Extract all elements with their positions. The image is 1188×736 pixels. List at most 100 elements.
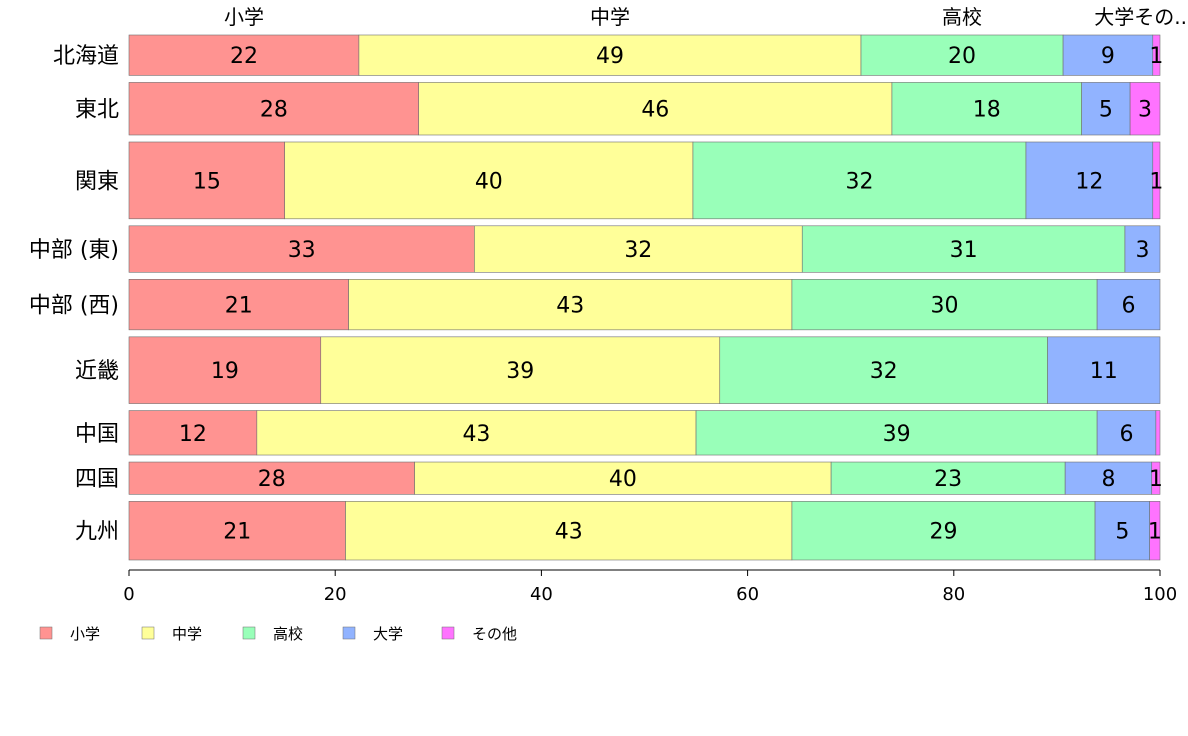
category-label: 関東: [75, 169, 119, 194]
bar-segment: [128, 141, 285, 220]
bar-segment: [860, 34, 1064, 76]
bar-segment: [1129, 82, 1161, 136]
data-label: 12: [1075, 169, 1103, 194]
bar-segment: [830, 461, 1066, 495]
bar-segment: [320, 336, 721, 404]
category-label: 四国: [75, 467, 119, 492]
data-label: 28: [260, 98, 288, 123]
bar-segment: [358, 34, 862, 76]
data-label: 22: [230, 44, 258, 69]
bar-segment: [1152, 34, 1161, 76]
data-label: 5: [1115, 520, 1129, 545]
data-label: 43: [462, 422, 490, 447]
legend-swatch: [342, 626, 356, 640]
bar-segment: [348, 279, 793, 331]
data-label: 18: [973, 98, 1001, 123]
bar-segment: [418, 82, 893, 136]
legend-label: 大学: [373, 625, 403, 643]
data-label: 6: [1119, 422, 1133, 447]
data-label: 21: [223, 520, 251, 545]
data-label: 3: [1135, 238, 1149, 263]
legend-swatch: [141, 626, 155, 640]
data-label: 12: [179, 422, 207, 447]
data-label: 43: [555, 520, 583, 545]
data-label: 11: [1090, 359, 1118, 384]
data-label: 40: [475, 169, 503, 194]
column-label: 大学その..: [1094, 5, 1187, 29]
data-label: 20: [948, 44, 976, 69]
data-label: 9: [1101, 44, 1115, 69]
data-label: 40: [609, 467, 637, 492]
data-label: 32: [870, 359, 898, 384]
bar-segment: [128, 279, 349, 331]
category-label: 東北: [75, 98, 119, 123]
bar-segment: [891, 82, 1082, 136]
data-label: 3: [1138, 98, 1152, 123]
bar-segment: [128, 410, 258, 456]
data-label: 21: [225, 294, 253, 319]
data-label: 39: [883, 422, 911, 447]
bar-segment: [474, 225, 803, 273]
data-label: 32: [624, 238, 652, 263]
legend-swatch: [242, 626, 256, 640]
bar-segment: [1124, 225, 1161, 273]
data-label: 31: [950, 238, 978, 263]
bar-segment: [128, 225, 475, 273]
bar-segment: [128, 82, 420, 136]
legend-label: 小学: [70, 625, 100, 643]
bar-segment: [1062, 34, 1154, 76]
bar-segment: [1025, 141, 1154, 220]
data-label: 49: [596, 44, 624, 69]
data-label: 1: [1149, 44, 1163, 69]
x-tick-label: 40: [530, 584, 553, 605]
column-label: 高校: [942, 5, 982, 29]
data-label: 29: [929, 520, 957, 545]
data-label: 6: [1122, 294, 1136, 319]
data-label: 39: [506, 359, 534, 384]
data-label: 19: [211, 359, 239, 384]
bar-segment: [1047, 336, 1161, 404]
bar-segment: [791, 501, 1096, 561]
legend-label: 中学: [172, 625, 202, 643]
legend-swatch: [39, 626, 53, 640]
data-label: 1: [1148, 520, 1162, 545]
legend-swatch: [441, 626, 455, 640]
data-label: 46: [641, 98, 669, 123]
data-label: 23: [934, 467, 962, 492]
category-label: 中国: [75, 422, 119, 447]
data-label: 1: [1149, 169, 1163, 194]
data-label: 5: [1099, 98, 1113, 123]
bar-segment: [719, 336, 1048, 404]
bar-segment: [345, 501, 793, 561]
bar-segment: [128, 336, 322, 404]
bar-segment: [1152, 141, 1161, 220]
data-label: 43: [556, 294, 584, 319]
category-label: 中部 (西): [29, 294, 119, 319]
x-tick-label: 60: [736, 584, 759, 605]
data-label: 32: [845, 169, 873, 194]
bar-segment: [284, 141, 694, 220]
bar-segment: [1155, 410, 1161, 456]
data-label: 33: [288, 238, 316, 263]
data-label: 15: [193, 169, 221, 194]
bar-segment: [1081, 82, 1131, 136]
x-tick-label: 20: [324, 584, 347, 605]
legend-label: 高校: [273, 625, 303, 643]
bar-segment: [414, 461, 832, 495]
data-label: 8: [1101, 467, 1115, 492]
bar-segment: [1096, 410, 1157, 456]
bar-segment: [692, 141, 1027, 220]
bar-segment: [1149, 501, 1161, 561]
bar-segment: [695, 410, 1098, 456]
category-label: 北海道: [53, 44, 119, 69]
category-label: 中部 (東): [29, 238, 119, 263]
bar-segment: [1064, 461, 1153, 495]
data-label: 1: [1149, 467, 1163, 492]
data-label: 28: [258, 467, 286, 492]
bar-segment: [1151, 461, 1161, 495]
legend-label: その他: [472, 625, 517, 643]
x-tick-label: 80: [942, 584, 965, 605]
category-label: 九州: [75, 520, 119, 545]
bar-segment: [801, 225, 1126, 273]
